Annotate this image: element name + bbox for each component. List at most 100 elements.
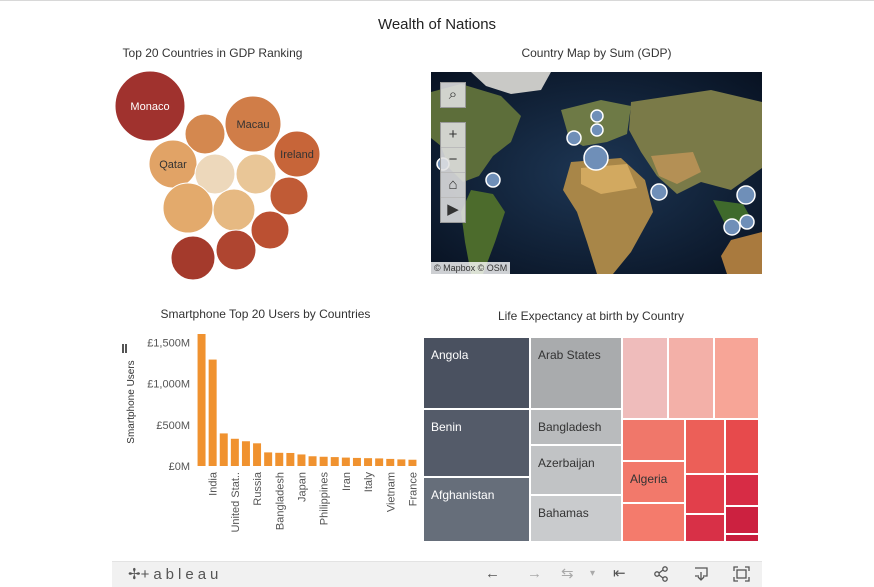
gdp-bubble-chart[interactable]: Monaco Macau Ireland Qatar <box>110 64 330 284</box>
y-tick-label: £1,500M <box>147 337 190 349</box>
treemap-cell[interactable] <box>622 419 685 461</box>
life-expectancy-treemap[interactable]: Angola Benin Afghanistan Arab States Banglad… <box>423 337 759 542</box>
y-tick-label: £0M <box>169 461 190 473</box>
revert-icon[interactable]: ⇆ <box>561 565 574 582</box>
sahara-shape <box>581 164 637 194</box>
tableau-toolbar: ✢+ableau ← → ⇆ ▾ ⇤ <box>112 561 762 587</box>
treemap-cell[interactable] <box>725 419 759 474</box>
revert-dropdown-icon[interactable]: ▾ <box>590 568 596 579</box>
map-search-control[interactable]: ⌕ <box>440 82 466 108</box>
map-marker[interactable] <box>723 218 741 236</box>
smartphone-bar[interactable] <box>208 359 217 466</box>
smartphone-bar[interactable] <box>375 458 384 466</box>
smartphone-bar[interactable] <box>197 334 206 466</box>
tableau-logo-icon: ✢ <box>128 566 141 583</box>
treemap-cell[interactable] <box>725 534 759 542</box>
smartphone-bar[interactable] <box>264 452 273 466</box>
smartphone-bar[interactable] <box>230 438 239 466</box>
country-map[interactable]: ⌕ + − ⌂ ▶ © Mapbox © OSM <box>431 72 762 274</box>
reset-icon[interactable]: ⇤ <box>613 565 626 582</box>
smartphone-bar[interactable] <box>386 458 395 466</box>
map-marker[interactable] <box>739 214 755 230</box>
smartphone-bar[interactable] <box>275 452 284 466</box>
smartphone-bar[interactable] <box>219 433 228 466</box>
smartphone-bar[interactable] <box>330 457 339 466</box>
search-icon[interactable]: ⌕ <box>448 86 458 103</box>
treemap-cell[interactable] <box>685 514 725 542</box>
fullscreen-icon[interactable] <box>733 566 750 582</box>
gdp-bubble[interactable] <box>184 113 226 155</box>
map-marker[interactable] <box>590 123 604 137</box>
download-icon[interactable] <box>693 566 709 582</box>
tableau-logo-text: +ableau <box>140 566 223 583</box>
redo-icon[interactable]: → <box>527 565 542 582</box>
treemap-cell[interactable]: Arab States <box>530 337 622 409</box>
undo-icon[interactable]: ← <box>485 565 500 582</box>
treemap-cell[interactable]: Algeria <box>622 461 685 503</box>
treemap-cell[interactable] <box>725 506 759 534</box>
treemap-cell[interactable] <box>622 503 685 542</box>
column-resize-icon[interactable] <box>122 344 127 353</box>
treemap-cell[interactable] <box>668 337 714 419</box>
smartphone-bar[interactable] <box>341 457 350 466</box>
smartphone-bar[interactable] <box>397 459 406 466</box>
smartphone-bar[interactable] <box>241 441 250 466</box>
gdp-bubble[interactable] <box>215 229 257 271</box>
smartphone-bar[interactable] <box>408 459 417 466</box>
greenland-shape <box>471 72 551 94</box>
map-zoom-controls[interactable]: + − ⌂ ▶ <box>440 122 466 223</box>
gdp-bubble[interactable] <box>235 153 277 195</box>
map-panel-title: Country Map by Sum (GDP) <box>521 46 672 60</box>
treemap-cell[interactable]: Angola <box>423 337 530 409</box>
map-marker[interactable] <box>485 172 501 188</box>
play-icon[interactable]: ▶ <box>441 197 465 222</box>
treemap-cell-label: Benin <box>431 420 462 434</box>
gdp-bubble[interactable] <box>162 182 214 234</box>
smartphone-bar-chart[interactable]: Smartphone Users £0M £500M £1,000M £1,500M In… <box>118 330 420 544</box>
gdp-bubble[interactable]: Macau <box>224 95 282 153</box>
treemap-cell-label: Azerbaijan <box>538 456 595 470</box>
treemap-cell[interactable] <box>725 474 759 506</box>
home-icon[interactable]: ⌂ <box>441 172 465 197</box>
smartphone-bar[interactable] <box>319 456 328 466</box>
smartphone-bar[interactable] <box>364 458 373 466</box>
treemap-cell[interactable]: Bahamas <box>530 495 622 542</box>
map-marker[interactable] <box>566 130 582 146</box>
map-markers[interactable] <box>436 109 756 236</box>
treemap-cell[interactable]: Benin <box>423 409 530 477</box>
gdp-bubble[interactable] <box>269 176 309 216</box>
zoom-in-icon[interactable]: + <box>448 126 458 143</box>
share-icon[interactable] <box>653 566 669 582</box>
treemap-cell[interactable] <box>685 419 725 474</box>
smartphone-bar[interactable] <box>352 457 361 466</box>
gdp-bubble[interactable] <box>170 235 216 281</box>
gdp-bubble[interactable] <box>194 153 236 195</box>
map-marker[interactable] <box>736 185 756 205</box>
smartphone-bar[interactable] <box>297 454 306 466</box>
treemap-cell[interactable]: Bangladesh <box>530 409 622 445</box>
map-marker[interactable] <box>583 145 609 171</box>
treemap-cell-label: Arab States <box>538 348 601 362</box>
tableau-logo[interactable]: ✢+ableau <box>128 565 222 583</box>
treemap-cell[interactable] <box>685 474 725 514</box>
treemap-cell[interactable] <box>622 337 668 419</box>
treemap-cell-label: Bangladesh <box>538 420 602 434</box>
middle-east-shape <box>651 152 701 184</box>
treemap-cell[interactable] <box>714 337 759 419</box>
gdp-bubble[interactable]: Qatar <box>148 139 198 189</box>
treemap-cell-label: Bahamas <box>538 506 589 520</box>
smartphone-bar[interactable] <box>286 452 295 466</box>
gdp-bubble[interactable]: Monaco <box>114 70 186 142</box>
smartphone-bar[interactable] <box>253 443 262 466</box>
map-marker[interactable] <box>650 183 668 201</box>
top-divider <box>0 0 874 1</box>
gdp-bubble[interactable] <box>250 210 290 250</box>
gdp-bubble[interactable]: Ireland <box>273 130 321 178</box>
treemap-cell[interactable]: Azerbaijan <box>530 445 622 495</box>
zoom-out-icon[interactable]: − <box>441 147 465 172</box>
gdp-bubble[interactable] <box>212 188 256 232</box>
map-marker[interactable] <box>590 109 604 123</box>
life-panel-title: Life Expectancy at birth by Country <box>497 309 685 323</box>
smartphone-bar[interactable] <box>308 456 317 466</box>
treemap-cell[interactable]: Afghanistan <box>423 477 530 542</box>
